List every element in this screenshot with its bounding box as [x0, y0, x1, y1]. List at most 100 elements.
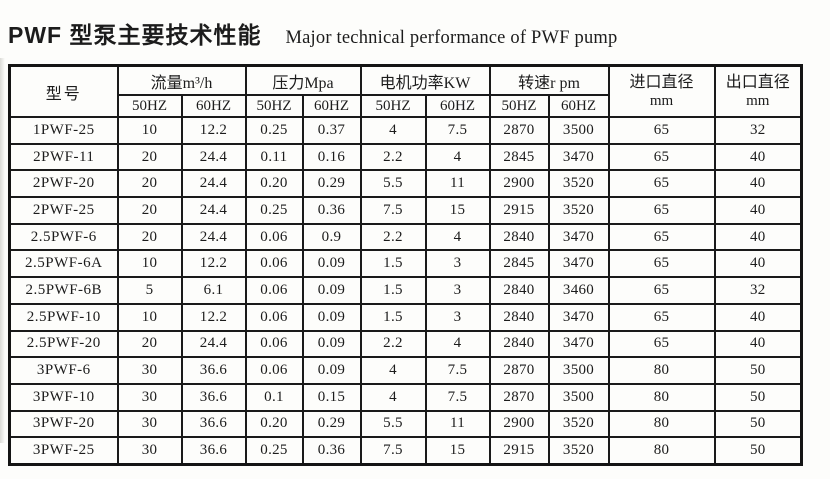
table-body: 1PWF-25 10 12.2 0.25 0.37 4 7.5 2870 350… [8, 116, 803, 466]
cell-speed-50hz: 2840 [488, 222, 550, 252]
cell-flow-50hz: 20 [116, 196, 183, 225]
cell-speed-50hz: 2915 [488, 436, 550, 466]
cell-flow-50hz: 10 [116, 302, 183, 332]
cell-inlet-diameter: 65 [607, 276, 716, 305]
cell-model: 3PWF-20 [8, 409, 119, 439]
cell-speed-60hz: 3470 [547, 142, 610, 172]
cell-inlet-diameter: 80 [607, 436, 716, 466]
cell-model: 2PWF-20 [8, 169, 119, 199]
cell-inlet-diameter: 65 [607, 302, 716, 332]
cell-power-60hz: 4 [424, 222, 491, 252]
cell-pressure-60hz: 0.9 [301, 222, 362, 252]
cell-outlet-diameter: 40 [713, 302, 803, 332]
table-row: 3PWF-25 30 36.6 0.25 0.36 7.5 15 2915 35… [8, 436, 803, 466]
cell-pressure-60hz: 0.09 [301, 356, 362, 385]
table-row: 2PWF-25 20 24.4 0.25 0.36 7.5 15 2915 35… [8, 196, 803, 225]
col-subheader-power-60hz: 60HZ [424, 94, 491, 118]
document-title: PWF 型泵主要技术性能 Major technical performance… [8, 16, 617, 50]
cell-speed-50hz: 2840 [488, 329, 550, 359]
cell-outlet-diameter: 50 [713, 356, 803, 385]
cell-speed-60hz: 3520 [547, 436, 610, 466]
col-subheader-speed-50hz: 50HZ [488, 94, 550, 118]
cell-outlet-diameter: 50 [713, 436, 803, 466]
inlet-diameter-unit: mm [649, 92, 674, 109]
cell-flow-50hz: 20 [116, 329, 183, 359]
cell-speed-60hz: 3520 [547, 409, 610, 439]
cell-flow-60hz: 24.4 [180, 222, 247, 252]
cell-power-60hz: 7.5 [424, 116, 491, 145]
cell-speed-60hz: 3520 [547, 169, 610, 199]
cell-pressure-50hz: 0.06 [244, 249, 304, 279]
cell-model: 2.5PWF-20 [8, 329, 119, 359]
cell-inlet-diameter: 65 [607, 249, 716, 279]
table-row: 2.5PWF-10 10 12.2 0.06 0.09 1.5 3 2840 3… [8, 302, 803, 332]
cell-flow-50hz: 20 [116, 142, 183, 172]
cell-speed-50hz: 2840 [488, 302, 550, 332]
cell-power-50hz: 4 [359, 356, 427, 385]
cell-inlet-diameter: 65 [607, 329, 716, 359]
cell-model: 2.5PWF-6 [8, 222, 119, 252]
cell-outlet-diameter: 40 [713, 222, 803, 252]
table-row: 2.5PWF-6A 10 12.2 0.06 0.09 1.5 3 2845 3… [8, 249, 803, 279]
cell-speed-60hz: 3470 [547, 302, 610, 332]
cell-pressure-60hz: 0.29 [301, 409, 362, 439]
scan-edge-artifact [0, 58, 5, 443]
cell-pressure-50hz: 0.1 [244, 382, 304, 412]
cell-inlet-diameter: 65 [607, 169, 716, 199]
cell-power-60hz: 4 [424, 142, 491, 172]
table-row: 3PWF-6 30 36.6 0.06 0.09 4 7.5 2870 3500… [8, 356, 803, 385]
table-row: 3PWF-20 30 36.6 0.20 0.29 5.5 11 2900 35… [8, 409, 803, 439]
cell-power-50hz: 1.5 [359, 276, 427, 305]
cell-speed-50hz: 2900 [488, 169, 550, 199]
col-subheader-power-50hz: 50HZ [359, 94, 427, 118]
table-row: 2PWF-11 20 24.4 0.11 0.16 2.2 4 2845 347… [8, 142, 803, 172]
cell-flow-60hz: 24.4 [180, 142, 247, 172]
cell-outlet-diameter: 32 [713, 276, 803, 305]
col-subheader-flow-60hz: 60HZ [180, 94, 247, 118]
cell-pressure-60hz: 0.09 [301, 302, 362, 332]
cell-outlet-diameter: 40 [713, 249, 803, 279]
cell-flow-60hz: 12.2 [180, 249, 247, 279]
inlet-diameter-label: 进口直径 [629, 73, 694, 91]
cell-power-60hz: 11 [424, 169, 491, 199]
cell-pressure-60hz: 0.29 [301, 169, 362, 199]
cell-flow-60hz: 24.4 [180, 169, 247, 199]
outlet-diameter-label: 出口直径 [725, 73, 790, 91]
cell-power-60hz: 7.5 [424, 382, 491, 412]
cell-speed-50hz: 2900 [488, 409, 550, 439]
cell-flow-50hz: 30 [116, 436, 183, 466]
cell-pressure-60hz: 0.09 [301, 249, 362, 279]
col-subheader-pressure-60hz: 60HZ [301, 94, 362, 118]
cell-pressure-60hz: 0.15 [301, 382, 362, 412]
outlet-diameter-unit: mm [746, 92, 770, 109]
cell-outlet-diameter: 40 [713, 329, 803, 359]
title-english: Major technical performance of PWF pump [285, 28, 618, 48]
cell-power-50hz: 2.2 [359, 142, 427, 172]
cell-model: 3PWF-10 [8, 382, 119, 412]
cell-pressure-60hz: 0.36 [301, 436, 362, 466]
cell-speed-60hz: 3470 [547, 222, 610, 252]
cell-flow-50hz: 5 [116, 276, 183, 305]
col-group-flow: 流量m³/h [116, 64, 247, 96]
cell-speed-50hz: 2870 [488, 116, 550, 145]
cell-outlet-diameter: 40 [713, 169, 803, 199]
cell-power-50hz: 2.2 [359, 222, 427, 252]
col-group-pressure: 压力Mpa [244, 64, 362, 96]
table-row: 1PWF-25 10 12.2 0.25 0.37 4 7.5 2870 350… [8, 116, 803, 145]
cell-outlet-diameter: 40 [713, 142, 803, 172]
cell-pressure-50hz: 0.06 [244, 302, 304, 332]
cell-speed-60hz: 3500 [547, 356, 610, 385]
cell-power-50hz: 1.5 [359, 249, 427, 279]
col-subheader-pressure-50hz: 50HZ [244, 94, 304, 118]
cell-pressure-50hz: 0.06 [244, 222, 304, 252]
cell-flow-50hz: 30 [116, 382, 183, 412]
cell-speed-60hz: 3460 [547, 276, 610, 305]
col-subheader-speed-60hz: 60HZ [547, 94, 610, 118]
table-row: 2.5PWF-6B 5 6.1 0.06 0.09 1.5 3 2840 346… [8, 276, 803, 305]
cell-speed-60hz: 3470 [547, 329, 610, 359]
cell-pressure-50hz: 0.25 [244, 116, 304, 145]
cell-inlet-diameter: 65 [607, 142, 716, 172]
cell-flow-50hz: 10 [116, 116, 183, 145]
title-chinese: PWF 型泵主要技术性能 [8, 22, 262, 48]
cell-pressure-50hz: 0.06 [244, 329, 304, 359]
